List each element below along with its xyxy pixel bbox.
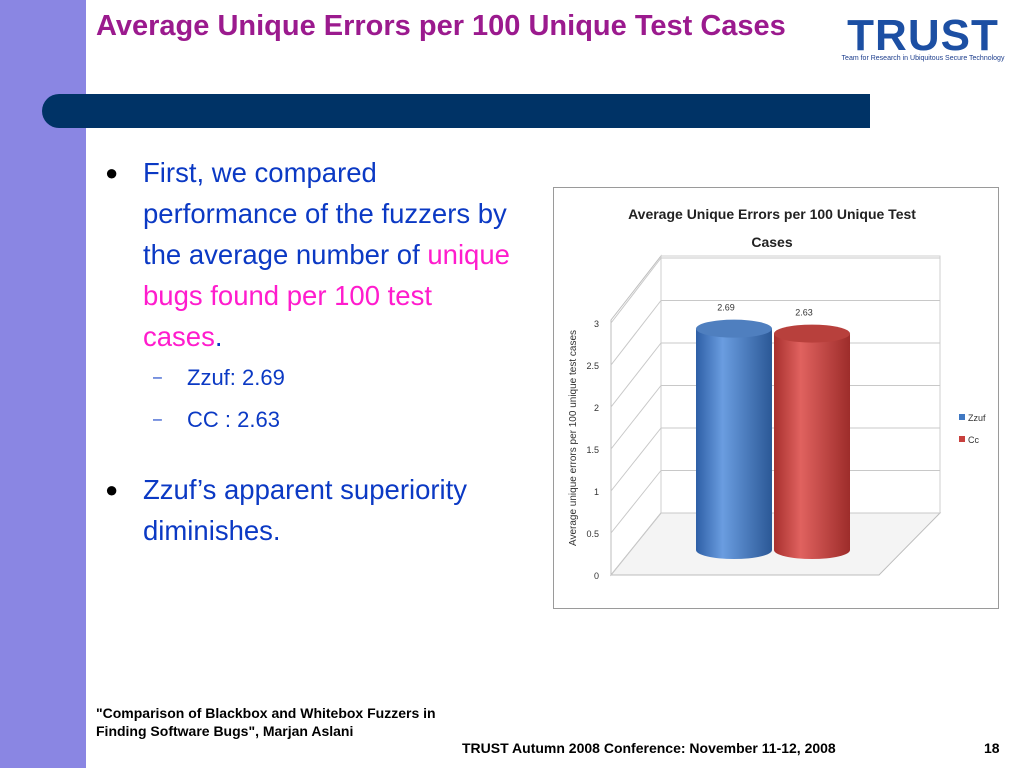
gridline-side bbox=[610, 300, 662, 366]
trust-logo: TRUST bbox=[847, 11, 999, 60]
footer-conference: TRUST Autumn 2008 Conference: November 1… bbox=[462, 740, 836, 756]
bar-body bbox=[774, 333, 850, 559]
chart-y-axis-label: Average unique errors per 100 unique tes… bbox=[568, 330, 579, 546]
bullet-dot: ● bbox=[105, 160, 119, 185]
legend-swatch bbox=[959, 414, 965, 420]
sub-bullet-2-text: CC : 2.63 bbox=[187, 407, 280, 432]
legend-swatch bbox=[959, 436, 965, 442]
gridline-side bbox=[610, 385, 662, 450]
slide-title: Average Unique Errors per 100 Unique Tes… bbox=[96, 10, 786, 42]
bullet2-text: Zzuf’s apparent superiority diminishes. bbox=[143, 474, 468, 546]
y-tick-label: 3 bbox=[594, 319, 599, 329]
gridline-side bbox=[610, 342, 662, 408]
chart-title-line-2: Cases bbox=[751, 234, 792, 250]
bar-body bbox=[696, 328, 772, 559]
footer-citation: "Comparison of Blackbox and Whitebox Fuz… bbox=[96, 705, 436, 739]
y-tick-label: 1.5 bbox=[586, 445, 599, 455]
y-tick-label: 2.5 bbox=[586, 361, 599, 371]
legend-label: Cc bbox=[968, 435, 979, 445]
bar-zzuf bbox=[696, 319, 772, 559]
gridline-side bbox=[610, 470, 662, 534]
y-tick-label: 2 bbox=[594, 403, 599, 413]
left-sidebar-bar bbox=[0, 0, 86, 768]
sub-bullet-1: – Zzuf: 2.69 bbox=[105, 357, 515, 399]
bullet-item-2: ● Zzuf’s apparent superiority diminishes… bbox=[105, 469, 515, 551]
y-tick-label: 0 bbox=[594, 571, 599, 581]
y-tick-label: 0.5 bbox=[586, 529, 599, 539]
sub-bullet-dash: – bbox=[153, 369, 162, 386]
bullet1-text: First, we compared performance of the fu… bbox=[143, 157, 507, 270]
bullet1-highlight: unique bugs found per 100 test cases bbox=[143, 239, 510, 352]
page-number: 18 bbox=[984, 740, 1000, 756]
chart-frame: 0 0.5 1 1.5 2 2.5 3 2.69 2.63 Average Unique Er… bbox=[553, 187, 999, 609]
bar-cc bbox=[774, 324, 850, 559]
bullet-item-1: ● First, we compared performance of the … bbox=[105, 152, 515, 357]
gridline-side bbox=[610, 512, 662, 576]
chart-title-line-1: Average Unique Errors per 100 Unique Tes… bbox=[628, 206, 916, 222]
data-label: 2.63 bbox=[795, 308, 813, 318]
gridline-side bbox=[610, 257, 662, 324]
bullet1-period: . bbox=[214, 321, 223, 352]
logo-tagline: Team for Research in Ubiquitous Secure T… bbox=[841, 55, 1005, 62]
sub-bullet-1-text: Zzuf: 2.69 bbox=[187, 365, 285, 390]
title-underline-band bbox=[42, 94, 870, 128]
bullet-list: ● First, we compared performance of the … bbox=[105, 152, 515, 551]
y-tick-label: 1 bbox=[594, 487, 599, 497]
bullet-dot: ● bbox=[105, 477, 119, 502]
legend-label: Zzuf bbox=[968, 413, 986, 423]
sub-bullet-2: – CC : 2.63 bbox=[105, 399, 515, 441]
bar-chart: 0 0.5 1 1.5 2 2.5 3 2.69 2.63 Average Unique Er… bbox=[568, 206, 986, 581]
sub-bullet-dash: – bbox=[153, 411, 162, 428]
logo-text: TRUST bbox=[847, 11, 999, 60]
data-label: 2.69 bbox=[717, 303, 735, 313]
bar-top bbox=[774, 324, 850, 343]
gridline-side bbox=[610, 427, 662, 492]
bar-top bbox=[696, 319, 772, 338]
